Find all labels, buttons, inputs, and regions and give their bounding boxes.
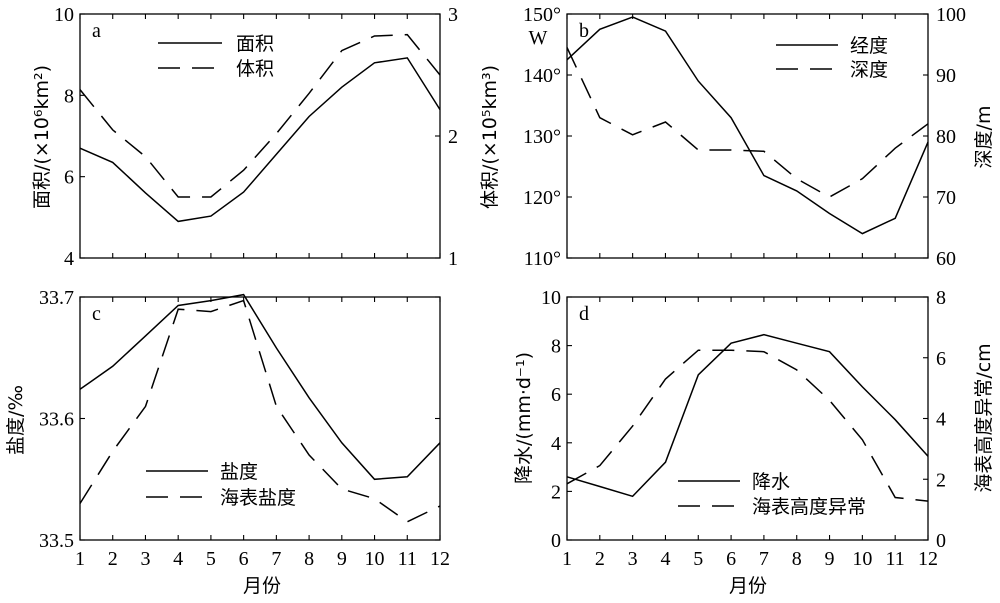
x-tick-label: 7 <box>759 548 769 570</box>
series-line-2 <box>566 47 929 198</box>
legend-label: 面积 <box>236 33 274 55</box>
y-tick-label-left: 8 <box>64 85 74 107</box>
y-tick-label-right: 6 <box>936 348 946 370</box>
series-line-1 <box>79 57 441 223</box>
y-tick-label-left: 120° <box>523 187 561 209</box>
y-tick-label-left: 4 <box>64 248 74 270</box>
y-tick-label-right: 2 <box>936 469 946 491</box>
series-line-2 <box>566 349 929 502</box>
y-axis-title-right: 海表高度异常/cm <box>973 343 995 492</box>
x-tick-label: 9 <box>337 548 347 570</box>
panel-label: a <box>92 20 101 42</box>
y-tick-label-right: 1 <box>448 248 458 270</box>
x-axis-title: 月份 <box>243 575 281 597</box>
legend-label: 海表高度异常 <box>752 496 866 518</box>
y-tick-label-left: 6 <box>551 384 561 406</box>
x-tick-label: 12 <box>918 548 938 570</box>
x-tick-label: 6 <box>239 548 249 570</box>
legend-label: 体积 <box>236 58 274 80</box>
y-tick-label-left: 110° <box>524 248 561 270</box>
x-tick-label: 4 <box>660 548 670 570</box>
x-tick-label: 6 <box>726 548 736 570</box>
y-axis-title-right: 深度/m <box>973 106 995 169</box>
legend-label: 经度 <box>850 35 888 57</box>
series-line-1 <box>566 16 929 235</box>
x-axis-title: 月份 <box>729 575 767 597</box>
series-line-1 <box>566 333 929 498</box>
x-tick-label: 10 <box>365 548 385 570</box>
series-line-2 <box>79 299 441 523</box>
y-tick-label-right: 4 <box>936 409 946 431</box>
x-tick-label: 10 <box>852 548 872 570</box>
y-tick-label-left: 33.7 <box>39 287 74 309</box>
x-tick-label: 7 <box>271 548 281 570</box>
y-tick-label-left: 4 <box>551 433 561 455</box>
x-tick-label: 2 <box>595 548 605 570</box>
x-tick-label: 1 <box>75 548 85 570</box>
x-tick-label: 11 <box>886 548 905 570</box>
x-tick-label: 9 <box>825 548 835 570</box>
x-tick-label: 5 <box>206 548 216 570</box>
y-tick-label-right: 3 <box>448 4 458 26</box>
x-tick-label: 1 <box>562 548 572 570</box>
panel-label: b <box>579 20 589 42</box>
y-axis-title-left: 降水/(mm·d⁻¹) <box>513 352 535 484</box>
x-tick-label: 8 <box>304 548 314 570</box>
y-tick-label-left: 150° <box>523 4 561 26</box>
legend-label: 海表盐度 <box>220 487 296 509</box>
x-tick-label: 12 <box>430 548 450 570</box>
y-tick-label-left: 130° <box>523 126 561 148</box>
y-tick-label-right: 100 <box>936 4 966 26</box>
legend-label: 深度 <box>850 59 888 81</box>
y-axis-title-right: 体积/(×10⁵km³) <box>479 65 501 209</box>
y-tick-label-right: 60 <box>936 248 956 270</box>
series-line-1 <box>79 293 441 481</box>
y-tick-label-left: 8 <box>551 336 561 358</box>
y-tick-label-left: 6 <box>64 167 74 189</box>
series-line-2 <box>79 33 441 198</box>
y-tick-label-left: 10 <box>54 4 74 26</box>
y-tick-label-right: 8 <box>936 287 946 309</box>
y-tick-label-left: 33.5 <box>39 530 74 552</box>
y-tick-label-right: 2 <box>448 126 458 148</box>
y-tick-label-right: 0 <box>936 530 946 552</box>
y-tick-label-left: 2 <box>551 481 561 503</box>
panel-label: c <box>92 303 101 325</box>
y-axis-title-left: W <box>529 27 548 49</box>
x-tick-label: 3 <box>628 548 638 570</box>
x-tick-label: 5 <box>693 548 703 570</box>
y-tick-label-left: 33.6 <box>39 409 74 431</box>
x-tick-label: 4 <box>173 548 183 570</box>
y-tick-label-left: 0 <box>551 530 561 552</box>
y-tick-label-right: 90 <box>936 65 956 87</box>
legend-label: 盐度 <box>220 461 258 483</box>
x-tick-label: 11 <box>398 548 417 570</box>
legend-label: 降水 <box>752 471 790 493</box>
x-tick-label: 3 <box>140 548 150 570</box>
y-tick-label-left: 140° <box>523 65 561 87</box>
y-tick-label-right: 80 <box>936 126 956 148</box>
panel-label: d <box>579 303 589 325</box>
y-tick-label-right: 70 <box>936 187 956 209</box>
y-axis-title-left: 盐度/‰ <box>5 385 27 455</box>
x-tick-label: 2 <box>108 548 118 570</box>
x-tick-label: 8 <box>792 548 802 570</box>
y-axis-title-left: 面积/(×10⁶km²) <box>31 65 53 209</box>
y-tick-label-left: 10 <box>541 287 561 309</box>
